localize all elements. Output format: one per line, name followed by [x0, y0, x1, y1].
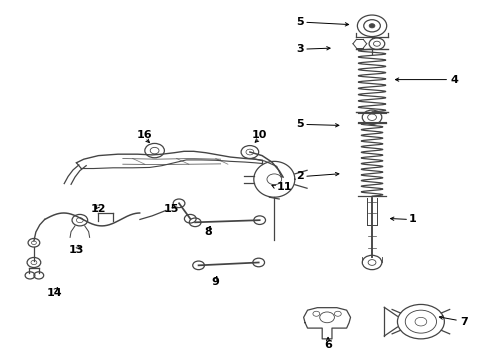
Text: 3: 3	[296, 44, 304, 54]
Text: 7: 7	[460, 317, 468, 327]
Circle shape	[369, 24, 375, 28]
Text: 9: 9	[212, 277, 220, 287]
Text: 5: 5	[296, 17, 304, 27]
Text: 15: 15	[164, 204, 179, 214]
Text: 2: 2	[296, 171, 304, 181]
Text: 6: 6	[324, 340, 332, 350]
Text: 14: 14	[47, 288, 62, 298]
Text: 10: 10	[252, 130, 268, 140]
Text: 12: 12	[91, 204, 106, 214]
Text: 8: 8	[204, 227, 212, 237]
Text: 1: 1	[409, 215, 416, 224]
Text: 13: 13	[69, 245, 84, 255]
Text: 16: 16	[137, 130, 153, 140]
Text: 5: 5	[296, 120, 304, 129]
Text: 11: 11	[277, 182, 292, 192]
Text: 4: 4	[450, 75, 458, 85]
